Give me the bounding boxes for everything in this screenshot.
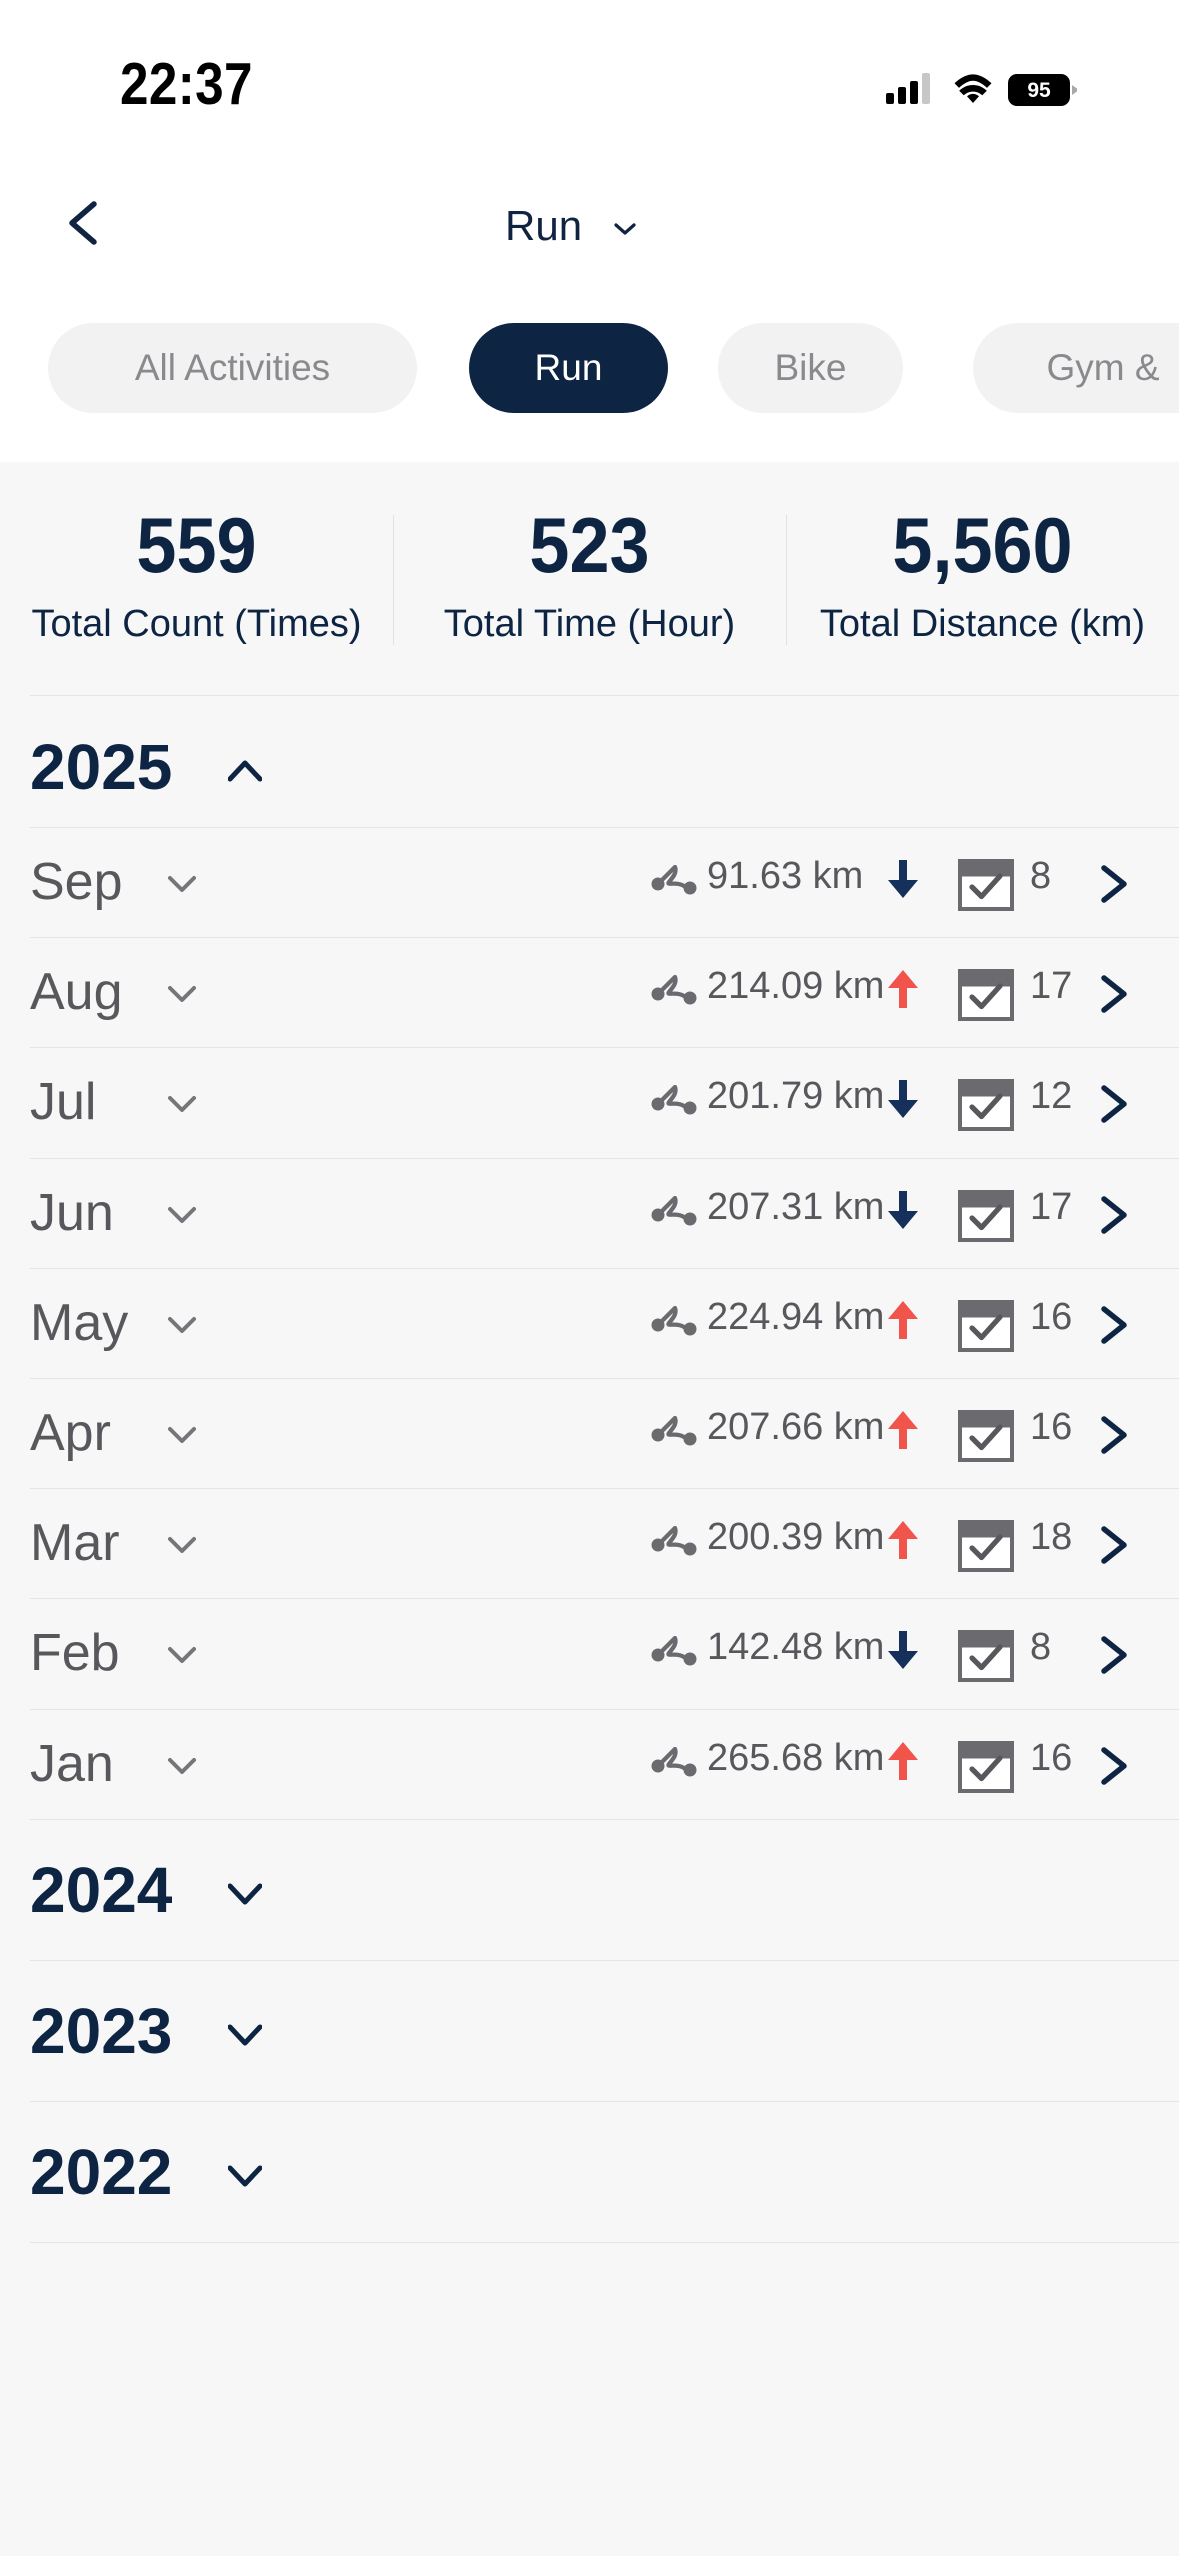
svg-text:95: 95 <box>1027 79 1051 102</box>
